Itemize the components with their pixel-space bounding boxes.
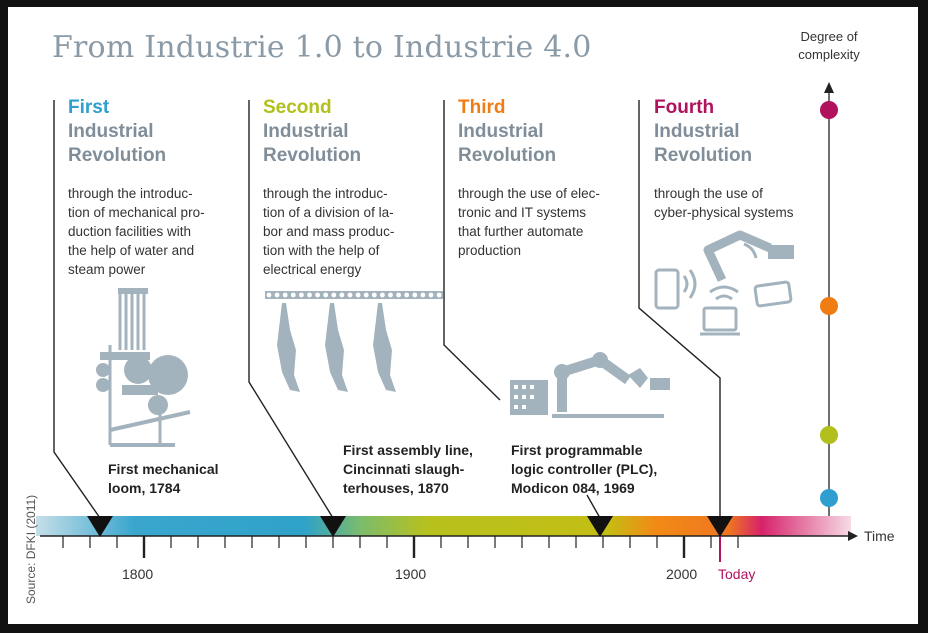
revolution-third: Third Industrial Revolution through the … xyxy=(458,96,640,260)
time-axis-arrow-icon xyxy=(848,531,858,541)
rail-roller xyxy=(363,292,369,298)
timeline-bar xyxy=(36,516,851,536)
robot-arm-plc-icon xyxy=(510,352,670,418)
connector-third xyxy=(443,100,501,401)
milestone-plc: First programmable logic controller (PLC… xyxy=(511,442,658,496)
revolution-heading-line: Industrial xyxy=(68,121,154,142)
revolution-ordinal: Fourth xyxy=(654,97,715,118)
rail-roller xyxy=(315,292,320,298)
rail-roller xyxy=(404,292,410,298)
year-label-1900: 1900 xyxy=(395,566,427,582)
revolution-heading-line: Revolution xyxy=(263,145,362,166)
rail-roller xyxy=(299,292,304,298)
page-title: From Industrie 1.0 to Industrie 4.0 xyxy=(52,30,592,65)
today-label: Today xyxy=(718,566,756,582)
revolution-heading-line: Industrial xyxy=(263,121,349,142)
rail-roller xyxy=(380,292,385,298)
rail-roller xyxy=(371,292,377,298)
rail-roller xyxy=(266,292,272,298)
loom-icon xyxy=(96,288,191,447)
connector-lines xyxy=(53,100,721,519)
complexity-axis-label: Degree of complexity xyxy=(798,29,860,62)
revolution-heading-line: Revolution xyxy=(68,145,167,166)
year-ticks xyxy=(62,536,739,558)
rail-roller xyxy=(355,292,361,298)
complexity-dot-second xyxy=(820,426,838,444)
complexity-dot-third xyxy=(820,297,838,315)
time-axis-label: Time xyxy=(864,528,895,544)
milestone-marker-1870 xyxy=(320,516,346,537)
revolution-ordinal: First xyxy=(68,97,110,118)
rail-roller xyxy=(347,292,353,298)
revolution-second: Second Industrial Revolution through the… xyxy=(263,96,445,279)
rail-roller xyxy=(412,292,418,298)
rail-roller xyxy=(339,292,345,298)
rail-roller xyxy=(420,292,426,298)
rail-roller xyxy=(323,292,329,298)
rail-roller xyxy=(307,292,312,298)
assembly-line-icon xyxy=(265,291,443,392)
revolution-heading-line: Revolution xyxy=(458,145,557,166)
rail-roller xyxy=(274,292,280,298)
revolution-heading-line: Industrial xyxy=(458,121,544,142)
revolution-first: First Industrial Revolution through the … xyxy=(68,96,250,279)
revolution-fourth: Fourth Industrial Revolution through the… xyxy=(654,96,836,222)
revolution-heading-line: Revolution xyxy=(654,145,753,166)
revolution-description: through the introduc- tion of mechanical… xyxy=(68,186,205,277)
rail-roller xyxy=(428,292,434,298)
milestone-marker-1969 xyxy=(587,516,613,537)
milestone-loom: First mechanical loom, 1784 xyxy=(108,461,219,496)
complexity-dot-fourth xyxy=(820,101,838,119)
rail-roller xyxy=(331,292,337,298)
revolution-ordinal: Third xyxy=(458,97,506,118)
complexity-dot-first xyxy=(820,489,838,507)
rail-roller xyxy=(388,292,393,298)
cyber-physical-icon xyxy=(654,230,794,336)
milestone-marker-today xyxy=(707,516,733,537)
milestone-assembly-line: First assembly line, Cincinnati slaugh- … xyxy=(343,442,473,496)
rail-roller xyxy=(436,292,442,298)
rail-roller xyxy=(290,292,296,298)
milestone-marker-1784 xyxy=(87,516,113,537)
revolution-description: through the use of elec- tronic and IT s… xyxy=(458,186,600,258)
year-label-1800: 1800 xyxy=(122,566,154,582)
source-note: Source: DFKI (2011) xyxy=(24,494,38,604)
connector-third-lower xyxy=(586,494,601,519)
complexity-axis-arrow-icon xyxy=(824,82,834,93)
year-label-2000: 2000 xyxy=(666,566,698,582)
revolution-ordinal: Second xyxy=(263,97,332,118)
connector-second xyxy=(248,100,334,519)
revolution-description: through the use of cyber-physical system… xyxy=(654,186,794,220)
rail-roller xyxy=(396,292,401,298)
revolution-description: through the introduc- tion of a division… xyxy=(263,186,395,277)
connector-fourth xyxy=(638,100,721,518)
revolution-heading-line: Industrial xyxy=(654,121,740,142)
rail-roller xyxy=(282,292,288,298)
connector-first xyxy=(53,100,101,519)
